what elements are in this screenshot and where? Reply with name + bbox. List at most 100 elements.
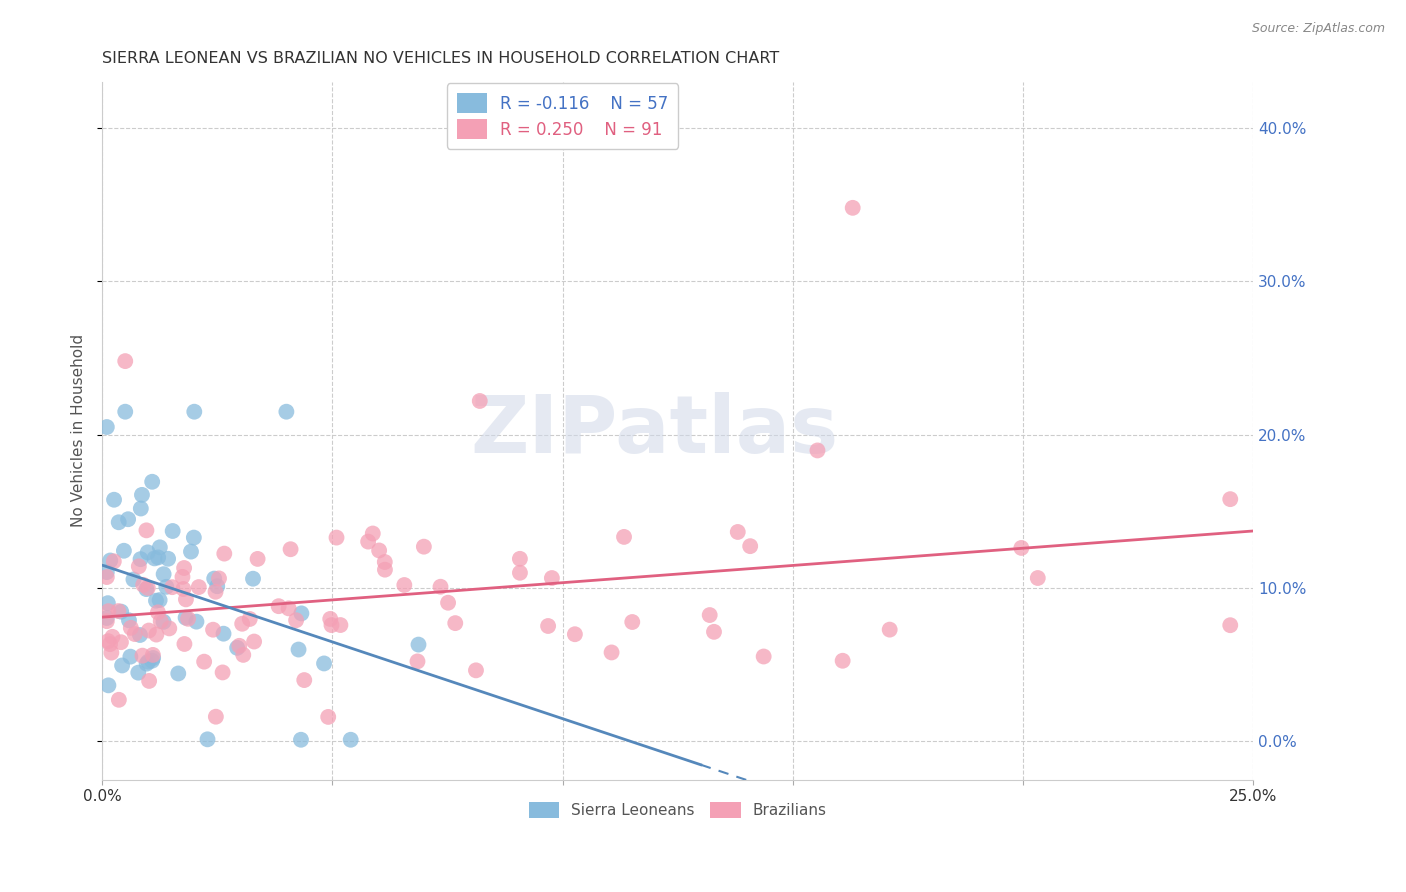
Point [204,584,226,599]
Point [339,732,361,747]
Text: ZIPatlas: ZIPatlas [471,392,839,470]
Point [321,618,343,632]
Point [157,621,180,635]
Point [103,492,125,507]
Point [841,201,863,215]
Point [145,593,167,607]
Point [361,526,384,541]
Point [129,501,152,516]
Point [118,613,141,627]
Point [699,608,721,623]
Point [287,642,309,657]
Point [162,524,184,538]
Point [290,732,312,747]
Point [155,580,177,594]
Point [120,621,142,635]
Point [97,634,120,648]
Point [127,665,149,680]
Point [468,394,491,409]
Point [157,551,180,566]
Point [145,627,167,641]
Point [208,571,231,585]
Point [276,405,298,419]
Point [186,615,208,629]
Point [1219,618,1241,632]
Point [285,613,308,627]
Point [374,555,396,569]
Point [374,563,396,577]
Point [368,543,391,558]
Point [114,354,136,368]
Point [242,572,264,586]
Point [117,512,139,526]
Point [412,540,434,554]
Point [129,552,152,566]
Point [357,534,380,549]
Point [146,550,169,565]
Point [112,543,135,558]
Point [207,579,229,593]
Point [96,611,118,625]
Point [120,649,142,664]
Point [246,552,269,566]
Point [135,582,157,596]
Point [103,554,125,568]
Point [444,616,467,631]
Text: Source: ZipAtlas.com: Source: ZipAtlas.com [1251,22,1385,36]
Point [437,596,460,610]
Point [267,599,290,614]
Point [1026,571,1049,585]
Point [806,443,828,458]
Point [509,551,531,566]
Point [621,615,644,629]
Point [114,405,136,419]
Point [96,565,118,579]
Point [173,561,195,575]
Point [187,580,209,594]
Point [172,582,194,596]
Point [740,539,762,553]
Point [149,614,172,628]
Point [149,541,172,555]
Point [131,648,153,663]
Point [131,488,153,502]
Point [277,601,299,615]
Point [100,646,122,660]
Point [107,516,129,530]
Point [138,624,160,638]
Point [98,637,121,651]
Point [136,545,159,559]
Point [138,673,160,688]
Point [316,710,339,724]
Point [97,604,120,618]
Point [406,654,429,668]
Point [243,634,266,648]
Point [537,619,560,633]
Point [183,531,205,545]
Point [408,638,430,652]
Point [465,664,488,678]
Text: SIERRA LEONEAN VS BRAZILIAN NO VEHICLES IN HOUSEHOLD CORRELATION CHART: SIERRA LEONEAN VS BRAZILIAN NO VEHICLES … [103,51,779,66]
Point [152,615,174,629]
Point [831,654,853,668]
Point [97,678,120,692]
Point [174,610,197,624]
Point [202,572,225,586]
Point [193,655,215,669]
Point [143,551,166,566]
Point [231,616,253,631]
Point [205,709,228,723]
Point [1219,492,1241,507]
Point [177,612,200,626]
Point [564,627,586,641]
Legend: Sierra Leoneans, Brazilians: Sierra Leoneans, Brazilians [523,796,832,824]
Point [122,573,145,587]
Point [108,693,131,707]
Point [173,637,195,651]
Point [96,570,118,584]
Point [107,604,129,618]
Point [202,623,225,637]
Point [183,405,205,419]
Point [136,655,159,669]
Point [197,732,219,747]
